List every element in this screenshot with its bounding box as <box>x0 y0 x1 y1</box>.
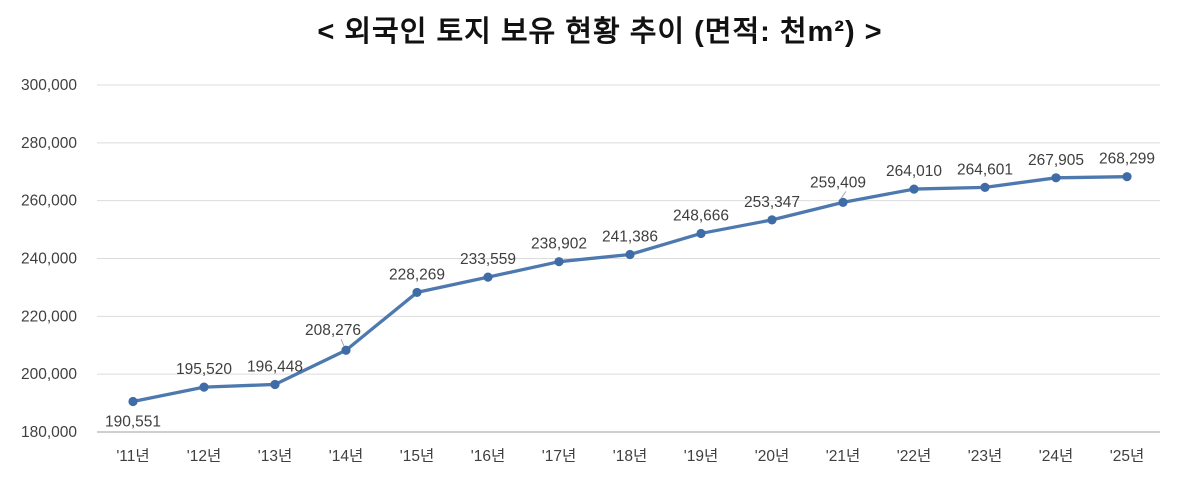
y-tick-label: 300,000 <box>21 77 77 94</box>
x-tick-label: '23년 <box>968 447 1002 465</box>
data-label: 233,559 <box>460 251 516 268</box>
data-point-marker <box>838 197 848 207</box>
data-point-marker <box>483 272 493 282</box>
data-point-marker <box>1051 173 1061 183</box>
data-label: 195,520 <box>176 361 232 378</box>
data-point-marker <box>696 228 706 239</box>
data-label: 238,902 <box>531 236 587 253</box>
x-tick-label: '13년 <box>258 447 292 465</box>
y-tick-label: 260,000 <box>21 193 77 210</box>
data-point-marker <box>199 382 209 392</box>
y-tick-label: 280,000 <box>21 135 77 152</box>
data-label: 253,347 <box>744 194 800 211</box>
data-label: 259,409 <box>810 174 866 191</box>
x-tick-label: '20년 <box>755 447 789 465</box>
x-tick-label: '15년 <box>400 447 434 465</box>
data-label: 264,601 <box>957 161 1013 178</box>
y-tick-label: 200,000 <box>21 366 77 383</box>
x-tick-label: '12년 <box>187 447 221 465</box>
y-tick-label: 240,000 <box>21 251 77 268</box>
data-label-leader-line <box>840 191 847 199</box>
data-point-marker <box>767 215 777 225</box>
data-label: 264,010 <box>886 163 942 180</box>
data-point-marker <box>412 287 422 298</box>
data-point-marker <box>270 379 280 390</box>
data-point-marker <box>980 182 990 192</box>
data-label: 248,666 <box>673 207 729 224</box>
data-label-leader-line <box>340 339 345 347</box>
x-tick-label: '24년 <box>1039 447 1073 465</box>
x-tick-label: '21년 <box>826 447 860 465</box>
data-label: 196,448 <box>247 358 303 375</box>
x-tick-label: '19년 <box>684 447 718 465</box>
x-tick-label: '18년 <box>613 447 647 465</box>
x-tick-label: '25년 <box>1110 447 1144 465</box>
data-point-marker <box>1122 172 1132 182</box>
chart-title: < 외국인 토지 보유 현황 추이 (면적: 천m²) > <box>317 16 883 48</box>
data-point-marker <box>341 345 351 355</box>
data-point-marker <box>554 257 564 267</box>
data-point-marker <box>909 184 919 194</box>
x-tick-label: '11년 <box>116 447 149 465</box>
x-tick-label: '14년 <box>329 447 363 465</box>
y-tick-label: 220,000 <box>21 308 77 325</box>
data-label: 208,276 <box>305 322 361 339</box>
data-point-marker <box>128 396 138 407</box>
data-label: 268,299 <box>1099 151 1155 168</box>
data-label: 267,905 <box>1028 152 1084 169</box>
data-label: 190,551 <box>105 413 161 430</box>
y-tick-label: 180,000 <box>21 424 77 441</box>
x-tick-label: '22년 <box>897 447 931 465</box>
x-tick-label: '17년 <box>542 447 576 465</box>
data-point-marker <box>625 249 635 260</box>
data-label: 241,386 <box>602 228 658 245</box>
x-tick-label: '16년 <box>471 447 505 465</box>
data-label: 228,269 <box>389 266 445 283</box>
